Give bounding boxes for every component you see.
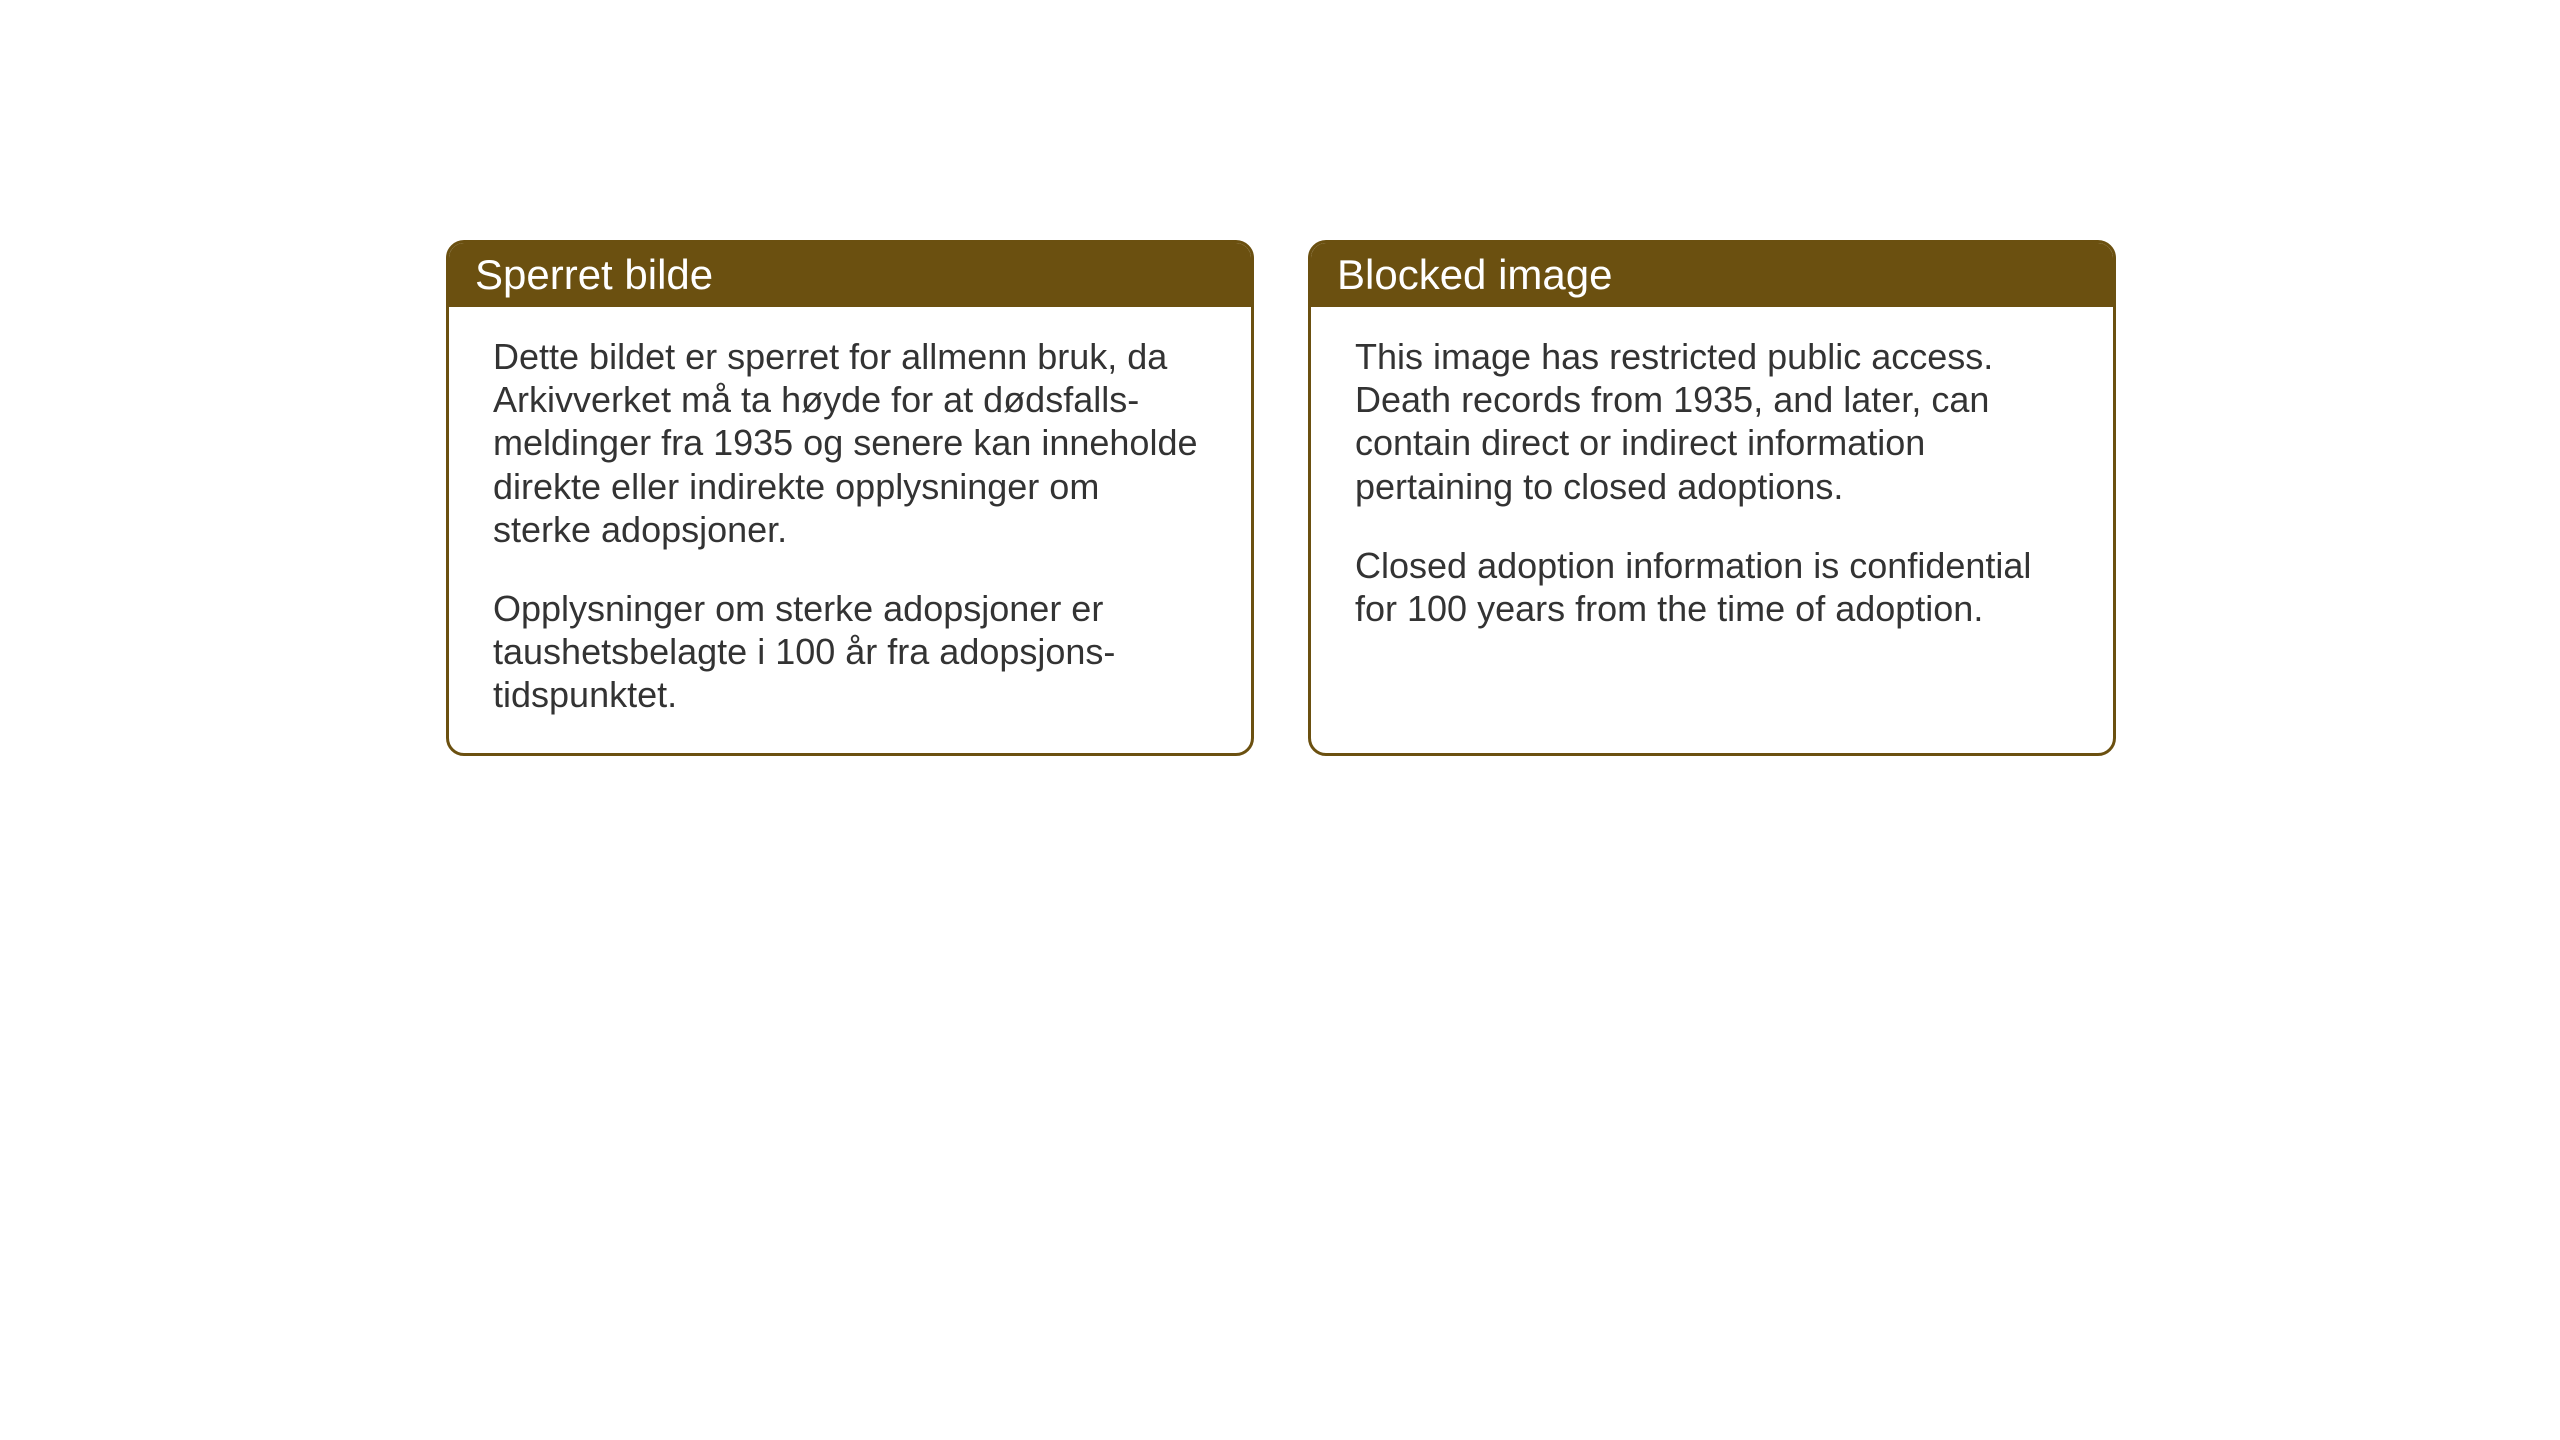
card-header-norwegian: Sperret bilde xyxy=(449,243,1251,307)
card-body-norwegian: Dette bildet er sperret for allmenn bruk… xyxy=(449,307,1251,753)
notice-card-english: Blocked image This image has restricted … xyxy=(1308,240,2116,756)
card-header-english: Blocked image xyxy=(1311,243,2113,307)
card-title-norwegian: Sperret bilde xyxy=(475,251,713,298)
card-paragraph-2-norwegian: Opplysninger om sterke adopsjoner er tau… xyxy=(493,587,1207,717)
card-paragraph-1-norwegian: Dette bildet er sperret for allmenn bruk… xyxy=(493,335,1207,551)
notice-card-norwegian: Sperret bilde Dette bildet er sperret fo… xyxy=(446,240,1254,756)
card-paragraph-1-english: This image has restricted public access.… xyxy=(1355,335,2069,508)
card-title-english: Blocked image xyxy=(1337,251,1612,298)
card-body-english: This image has restricted public access.… xyxy=(1311,307,2113,666)
notice-container: Sperret bilde Dette bildet er sperret fo… xyxy=(446,240,2116,756)
card-paragraph-2-english: Closed adoption information is confident… xyxy=(1355,544,2069,630)
